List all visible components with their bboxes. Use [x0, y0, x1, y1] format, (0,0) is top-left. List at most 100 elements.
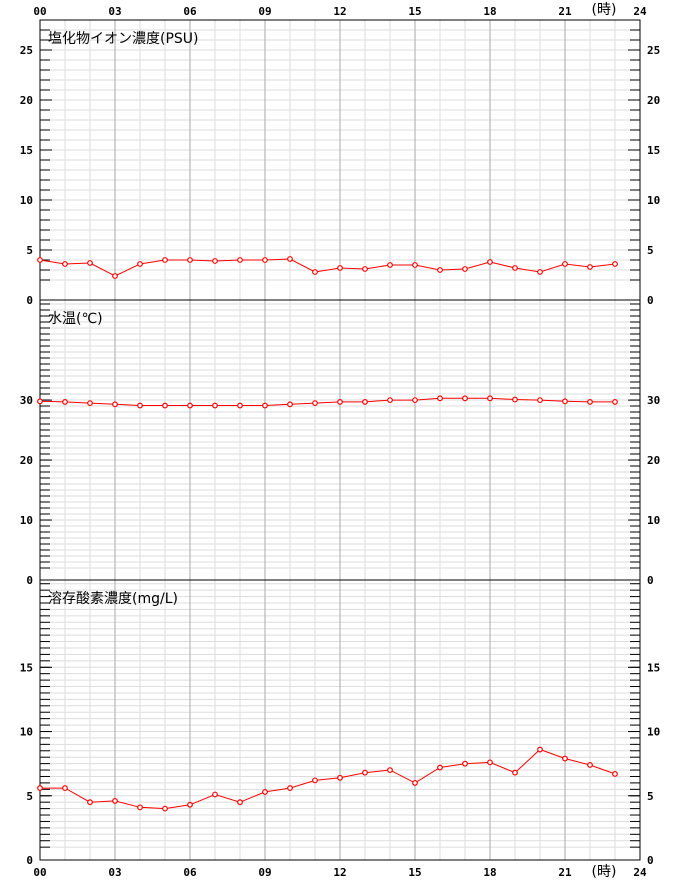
data-point	[62, 261, 68, 267]
y-tick-label-right: 0	[647, 294, 654, 307]
data-point	[162, 805, 168, 812]
data-point	[412, 780, 418, 786]
x-tick-label-bottom: 18	[483, 866, 496, 879]
data-point	[512, 265, 518, 271]
data-point	[37, 257, 43, 263]
y-tick-label-right: 20	[647, 94, 660, 107]
data-point	[562, 398, 568, 405]
x-tick-label-bottom: 12	[333, 866, 346, 879]
data-point	[312, 400, 318, 407]
data-point	[412, 397, 418, 404]
data-point	[337, 399, 343, 405]
data-point	[387, 262, 393, 268]
panel-title: 溶存酸素濃度(mg/L)	[48, 591, 178, 607]
y-tick-label-left: 0	[26, 574, 33, 587]
data-point	[587, 762, 593, 768]
data-point	[362, 769, 368, 776]
data-point	[262, 402, 268, 409]
panel-title: 水温(℃)	[48, 311, 103, 327]
panel-frame	[39, 579, 641, 861]
y-tick-label-right: 20	[647, 454, 660, 467]
data-point	[462, 266, 468, 272]
data-point	[187, 257, 193, 263]
data-point	[137, 402, 143, 409]
data-point	[187, 402, 193, 409]
x-tick-label-top: 03	[108, 5, 121, 18]
x-tick-label-top: 06	[183, 5, 197, 18]
y-tick-label-left: 0	[26, 854, 33, 867]
data-point	[487, 759, 493, 766]
data-point	[112, 401, 118, 408]
data-point	[387, 397, 393, 404]
data-point	[187, 801, 193, 808]
data-point	[362, 399, 368, 405]
y-tick-label-left: 20	[20, 454, 33, 467]
data-point	[562, 261, 568, 267]
y-tick-label-left: 5	[26, 244, 33, 257]
y-tick-label-left: 30	[20, 394, 33, 407]
y-tick-label-left: 10	[20, 514, 33, 527]
data-point	[612, 399, 618, 405]
data-point	[62, 399, 68, 405]
data-point	[87, 400, 93, 407]
data-point	[212, 402, 218, 409]
data-point	[87, 799, 93, 806]
data-point	[237, 799, 243, 806]
data-point	[287, 785, 293, 791]
data-point	[237, 257, 243, 263]
data-point	[162, 402, 168, 409]
data-point	[387, 767, 393, 773]
y-tick-label-left: 20	[20, 94, 33, 107]
data-point	[212, 791, 218, 798]
data-point	[562, 755, 568, 762]
y-tick-label-left: 0	[26, 294, 33, 307]
data-point	[462, 395, 468, 402]
y-tick-label-right: 10	[647, 726, 660, 739]
data-point	[437, 764, 443, 771]
series-line	[40, 748, 616, 810]
y-tick-label-left: 25	[20, 44, 33, 57]
data-point	[137, 804, 143, 811]
data-point	[262, 257, 268, 263]
data-point	[112, 273, 118, 279]
data-point	[112, 798, 118, 804]
x-tick-label-top: 00	[33, 5, 46, 18]
y-tick-label-right: 15	[647, 661, 660, 674]
y-tick-label-left: 15	[20, 144, 33, 157]
y-tick-label-left: 10	[20, 726, 33, 739]
data-point	[587, 264, 593, 270]
data-point	[512, 396, 518, 403]
y-tick-label-right: 0	[647, 574, 654, 587]
y-tick-label-right: 30	[647, 394, 660, 407]
x-tick-label-top: 12	[333, 5, 346, 18]
panel-title: 塩化物イオン濃度(PSU)	[48, 31, 199, 47]
data-point	[537, 269, 543, 275]
y-tick-label-right: 0	[647, 854, 654, 867]
data-point	[287, 401, 293, 408]
y-tick-label-right: 5	[647, 244, 654, 257]
data-point	[412, 262, 418, 268]
x-tick-label-top: 15	[408, 5, 421, 18]
data-point	[437, 395, 443, 402]
x-tick-label-top: 18	[483, 5, 496, 18]
data-point	[537, 397, 543, 404]
data-point	[362, 266, 368, 272]
x-tick-label-top: 24	[633, 5, 647, 18]
x-unit-label-top: (時)	[592, 2, 617, 18]
y-tick-label-right: 5	[647, 790, 654, 803]
data-point	[337, 265, 343, 271]
data-point	[512, 769, 518, 776]
data-point	[237, 402, 243, 409]
data-point	[312, 777, 318, 784]
x-tick-label-bottom: 21	[558, 866, 572, 879]
y-tick-label-left: 5	[26, 790, 33, 803]
x-tick-label-bottom: 09	[258, 866, 271, 879]
data-point	[287, 256, 293, 262]
data-point	[262, 789, 268, 795]
y-tick-label-right: 10	[647, 194, 660, 207]
data-point	[587, 399, 593, 405]
y-tick-label-right: 15	[647, 144, 660, 157]
data-point	[487, 259, 493, 265]
data-point	[462, 760, 468, 767]
